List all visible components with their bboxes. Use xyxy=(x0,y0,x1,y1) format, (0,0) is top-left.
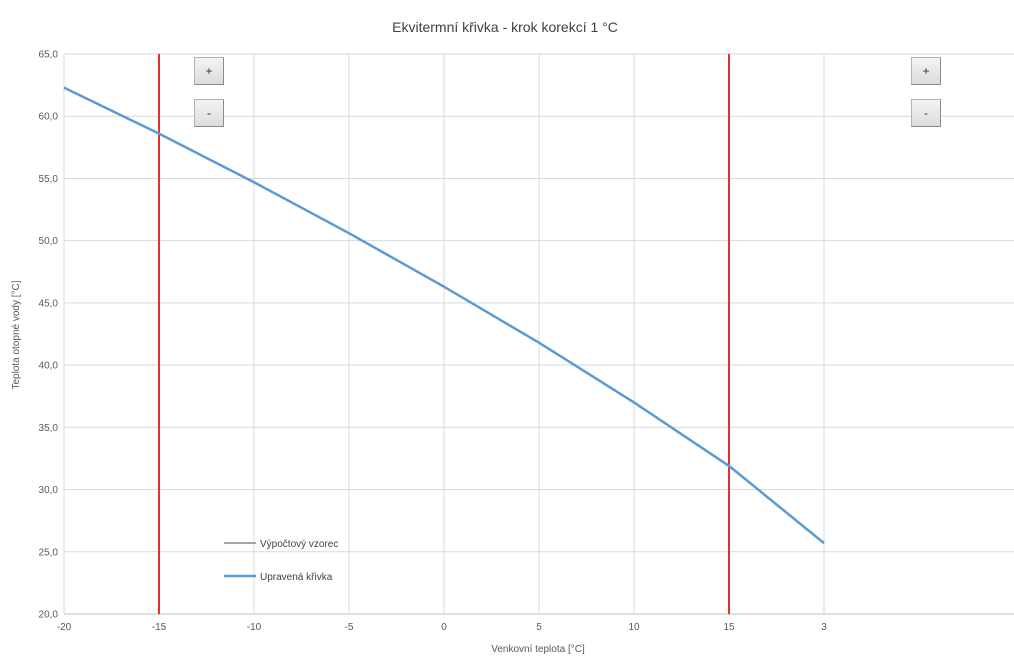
y-tick-label: 55,0 xyxy=(39,174,59,185)
left-minus-button[interactable]: - xyxy=(194,99,224,127)
right-plus-button[interactable]: + xyxy=(911,57,941,85)
x-tick-label: -20 xyxy=(57,622,72,633)
x-tick-label: -15 xyxy=(152,622,167,633)
x-tick-label: 15 xyxy=(723,622,735,633)
y-tick-label: 50,0 xyxy=(39,236,59,247)
y-tick-label: 25,0 xyxy=(39,547,59,558)
y-tick-label: 65,0 xyxy=(39,50,59,61)
legend-label-vypoctovy: Výpočtový vzorec xyxy=(260,539,338,550)
reference-lines xyxy=(158,54,730,614)
series-lines xyxy=(63,86,825,545)
grid xyxy=(63,53,1014,615)
x-axis-title: Venkovní teplota [°C] xyxy=(491,644,585,655)
legend-label-upravena: Upravená křivka xyxy=(260,572,333,583)
series-line xyxy=(63,86,825,545)
right-minus-button[interactable]: - xyxy=(911,99,941,127)
y-tick-label: 40,0 xyxy=(39,361,59,372)
y-axis-title: Teplota otopné vody [°C] xyxy=(11,280,22,389)
y-tick-label: 35,0 xyxy=(39,423,59,434)
x-tick-label: 3 xyxy=(821,622,827,633)
x-tick-label: 0 xyxy=(441,622,447,633)
x-tick-labels: -20 -15 -10 -5 0 5 10 15 3 xyxy=(57,622,827,633)
x-tick-label: -10 xyxy=(247,622,262,633)
y-tick-label: 60,0 xyxy=(39,112,59,123)
x-tick-label: 10 xyxy=(628,622,640,633)
left-plus-button[interactable]: + xyxy=(194,57,224,85)
x-tick-label: -5 xyxy=(345,622,354,633)
y-tick-labels: 20,0 25,0 30,0 35,0 40,0 45,0 50,0 55,0 60,0 65,0 xyxy=(39,50,59,621)
chart-title: Ekvitermní křivka - krok korekcí 1 °C xyxy=(392,19,618,35)
legend: Výpočtový vzorec Upravená křivka xyxy=(224,539,338,583)
y-tick-label: 30,0 xyxy=(39,485,59,496)
x-tick-label: 5 xyxy=(536,622,542,633)
y-tick-label: 20,0 xyxy=(39,610,59,621)
y-tick-label: 45,0 xyxy=(39,298,59,309)
